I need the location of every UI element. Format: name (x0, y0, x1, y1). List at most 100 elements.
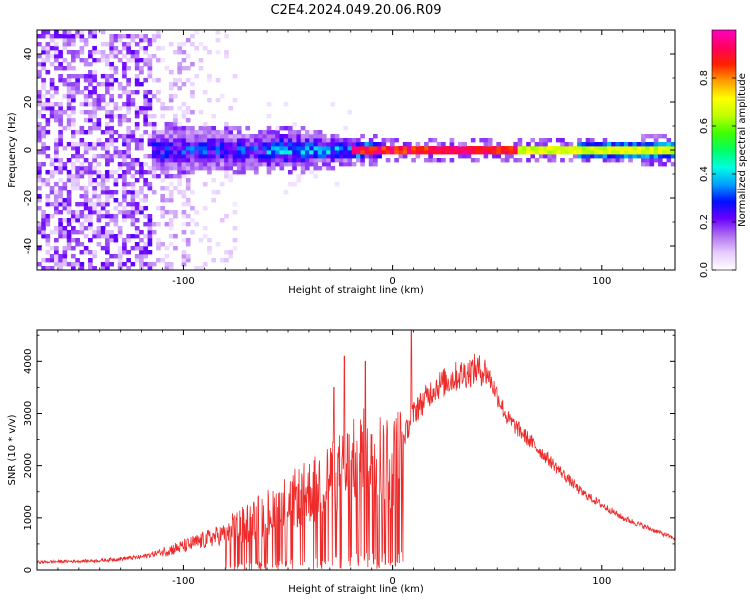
heatmap-cell (92, 78, 97, 83)
heatmap-cell (126, 118, 131, 123)
heatmap-cell (41, 78, 46, 83)
heatmap-cell (117, 150, 123, 155)
heatmap-cell (58, 118, 63, 123)
heatmap-cell (54, 46, 59, 51)
heatmap-cell (105, 210, 110, 215)
heatmap-cell (296, 134, 302, 139)
heatmap-cell (109, 238, 114, 243)
heatmap-cell (151, 174, 157, 179)
heatmap-cell (296, 142, 302, 147)
heatmap-cell (207, 246, 212, 251)
heatmap-cell (228, 250, 234, 255)
heatmap-cell (287, 130, 293, 135)
heatmap-cell (126, 162, 131, 167)
heatmap-cell (283, 146, 289, 151)
heatmap-cell (92, 178, 97, 183)
heatmap-cell (632, 154, 638, 159)
heatmap-cell (151, 138, 157, 143)
heatmap-cell (45, 218, 51, 223)
heatmap-cell (228, 106, 234, 111)
heatmap-cell (202, 150, 208, 155)
heatmap-cell (300, 150, 306, 155)
heatmap-cell (194, 154, 200, 159)
heatmap-cell (54, 138, 59, 143)
heatmap-cell (105, 190, 110, 195)
heatmap-cell (296, 174, 302, 179)
heatmap-cell (215, 98, 221, 103)
heatmap-cell (402, 154, 408, 159)
heatmap-cell (134, 234, 140, 239)
heatmap-cell (279, 162, 285, 167)
heatmap-cell (224, 138, 229, 143)
colorbar-tick-label: 0.6 (699, 118, 710, 134)
heatmap-cell (228, 178, 234, 183)
heatmap-cell (504, 158, 510, 163)
heatmap-cell (92, 202, 97, 207)
heatmap-cell (71, 226, 76, 231)
x-tick-label: 0 (389, 276, 395, 287)
heatmap-cell (190, 138, 195, 143)
heatmap-cell (109, 158, 114, 163)
heatmap-cell (49, 38, 55, 43)
heatmap-cell (177, 162, 183, 167)
heatmap-cell (37, 102, 42, 107)
heatmap-cell (41, 234, 46, 239)
heatmap-cell (122, 170, 127, 175)
heatmap-cell (190, 142, 195, 147)
heatmap-cell (122, 198, 127, 203)
heatmap-cell (49, 86, 55, 91)
heatmap-cell (156, 154, 161, 159)
heatmap-cell (130, 162, 136, 167)
heatmap-cell (185, 138, 191, 143)
heatmap-cell (190, 218, 195, 223)
heatmap-cell (615, 142, 621, 147)
heatmap-cell (373, 162, 378, 167)
heatmap-cell (185, 258, 191, 263)
heatmap-cell (41, 50, 46, 55)
heatmap-cell (177, 138, 183, 143)
heatmap-cell (54, 118, 59, 123)
heatmap-cell (215, 166, 221, 171)
heatmap-cell (394, 158, 399, 163)
heatmap-cell (279, 150, 285, 155)
heatmap-cell (71, 154, 76, 159)
heatmap-cell (66, 198, 72, 203)
heatmap-cell (181, 142, 187, 147)
heatmap-cell (113, 178, 119, 183)
heatmap-cell (207, 74, 212, 79)
heatmap-cell (75, 218, 80, 223)
heatmap-cell (109, 254, 114, 259)
heatmap-cell (330, 166, 336, 171)
heatmap-cell (666, 138, 672, 143)
heatmap-cell (287, 170, 293, 175)
heatmap-cell (143, 38, 148, 43)
heatmap-cell (66, 178, 72, 183)
heatmap-cell (173, 166, 178, 171)
heatmap-cell (645, 150, 650, 155)
heatmap-cell (105, 86, 110, 91)
heatmap-cell (241, 166, 246, 171)
heatmap-cell (577, 142, 582, 147)
heatmap-cell (185, 158, 191, 163)
heatmap-cell (83, 246, 89, 251)
heatmap-cell (66, 174, 72, 179)
heatmap-cell (147, 102, 153, 107)
heatmap-cell (538, 142, 544, 147)
heatmap-cell (66, 50, 72, 55)
heatmap-cell (134, 106, 140, 111)
heatmap-cell (360, 146, 365, 151)
heatmap-cell (122, 86, 127, 91)
heatmap-cell (394, 150, 399, 155)
heatmap-cell (436, 142, 442, 147)
heatmap-cell (432, 138, 438, 143)
heatmap-cell (126, 134, 131, 139)
heatmap-cell (41, 214, 46, 219)
colorbar-frame (711, 29, 737, 271)
heatmap-cell (185, 162, 191, 167)
heatmap-cell (88, 146, 93, 151)
heatmap-cell (534, 150, 540, 155)
heatmap-cell (79, 262, 85, 267)
heatmap-cell (105, 214, 110, 219)
heatmap-cell (117, 134, 123, 139)
